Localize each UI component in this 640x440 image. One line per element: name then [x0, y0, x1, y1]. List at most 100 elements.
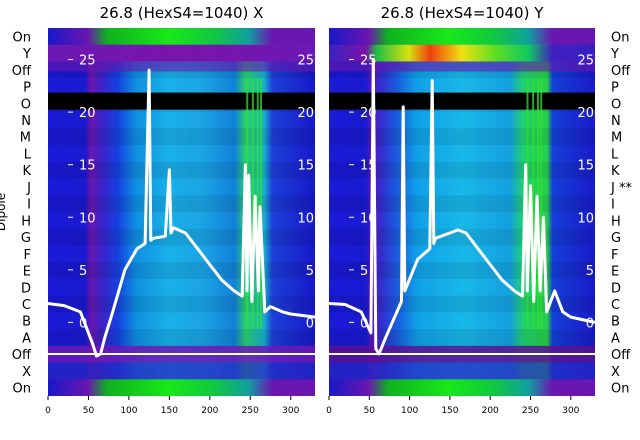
row-label: M [20, 131, 31, 146]
inner-tick-label-right: 5 [306, 264, 314, 279]
row-label: F [611, 248, 618, 263]
heatmap-row-x [48, 362, 315, 380]
x-tick-label: 300 [562, 406, 579, 416]
row-label: On [611, 30, 629, 45]
heatmap-row [329, 128, 595, 146]
row-label: Off [12, 64, 32, 79]
x-tick-label: 250 [242, 406, 259, 416]
row-label: I [27, 198, 31, 213]
heatmap-row [329, 262, 595, 279]
heatmap-row-top-on [329, 28, 595, 45]
x-tick-label: 100 [401, 406, 418, 416]
row-label: On [13, 382, 31, 397]
row-label: P [611, 81, 619, 96]
inner-tick-label: 5 [79, 264, 87, 279]
x-tick-label: 100 [120, 406, 137, 416]
x-tick-label: 50 [364, 406, 376, 416]
heatmap-row [329, 329, 595, 346]
row-label: Y [610, 47, 619, 62]
row-label: B [611, 315, 620, 330]
row-label: Off [611, 64, 631, 79]
heatmap-row [329, 161, 595, 179]
heatmap-row-y [329, 44, 595, 62]
inner-tick-label-right: 5 [586, 264, 594, 279]
inner-tick-label: 10 [79, 211, 96, 226]
x-tick-label: 200 [482, 406, 499, 416]
inner-tick-label: 25 [360, 54, 377, 69]
row-label: C [22, 298, 31, 313]
heatmap-field [48, 28, 315, 396]
row-label: J [26, 181, 31, 196]
inner-tick-label-right: 10 [577, 211, 594, 226]
x-tick-label: 150 [161, 406, 178, 416]
row-label: I [611, 198, 615, 213]
row-label: G [611, 231, 621, 246]
row-label: X [22, 365, 31, 380]
inner-tick-label-right: 25 [297, 54, 314, 69]
vertical-streak [251, 78, 254, 330]
heatmap-row-bottom-on [48, 379, 315, 396]
row-label: C [611, 298, 620, 313]
row-label: D [611, 281, 621, 296]
overlay-trace [47, 68, 316, 358]
y-axis-label: Dipole [0, 193, 8, 231]
x-tick-label: 50 [83, 406, 95, 416]
inner-tick-label-right: 15 [297, 159, 314, 174]
inner-tick-label: 15 [360, 159, 377, 174]
inner-tick-label: 20 [360, 106, 377, 121]
vertical-streak [540, 78, 543, 330]
heatmap-row-x [329, 362, 595, 380]
heatmap-row [48, 195, 315, 212]
overlay-trace [328, 58, 596, 356]
heatmap-row-top-on [48, 28, 315, 45]
row-label: L [611, 147, 619, 162]
vertical-streak [256, 78, 259, 330]
row-label: H [611, 214, 621, 229]
row-label: Y [22, 47, 31, 62]
row-label: B [22, 315, 31, 330]
row-label: E [611, 265, 619, 280]
heatmap-row [329, 295, 595, 313]
inner-tick-label-right: 20 [297, 106, 314, 121]
heatmap-row-bottom-on [329, 379, 595, 396]
heatmap-row-off-top [48, 61, 315, 72]
inner-tick-label: 15 [79, 159, 96, 174]
row-label: X [611, 365, 620, 380]
row-label: P [23, 81, 31, 96]
vertical-streak [259, 78, 262, 330]
inner-tick-label-right: 15 [577, 159, 594, 174]
row-label: L [24, 147, 32, 162]
row-label: O [21, 97, 31, 112]
row-label: M [611, 131, 622, 146]
inner-tick-label: 10 [360, 211, 377, 226]
heatmap-row [48, 329, 315, 346]
heatmap-row [48, 262, 315, 279]
row-label: A [22, 331, 31, 346]
x-tick-label: 200 [201, 406, 218, 416]
heatmap-row-off-top [329, 61, 595, 72]
row-label: Off [12, 348, 32, 363]
row-label: K [611, 164, 620, 179]
chart-title: 26.8 (HexS4=1040) Y [381, 4, 545, 22]
dead-band [329, 92, 595, 110]
inner-tick-label-right: 25 [577, 54, 594, 69]
heatmap-row [48, 128, 315, 146]
inner-tick-label-right: 20 [577, 106, 594, 121]
inner-tick-label-right: 10 [297, 211, 314, 226]
inner-tick-label: 20 [79, 106, 96, 121]
row-label: G [21, 231, 31, 246]
heatmap-row [329, 195, 595, 212]
x-tick-label: 0 [326, 406, 332, 416]
x-tick-label: 0 [45, 406, 51, 416]
row-label: K [22, 164, 31, 179]
heatmap-row-y [48, 44, 315, 62]
row-label: Off [611, 348, 631, 363]
row-label: F [24, 248, 31, 263]
row-label: N [21, 114, 31, 129]
inner-tick-label: 25 [79, 54, 96, 69]
row-label: O [611, 97, 621, 112]
